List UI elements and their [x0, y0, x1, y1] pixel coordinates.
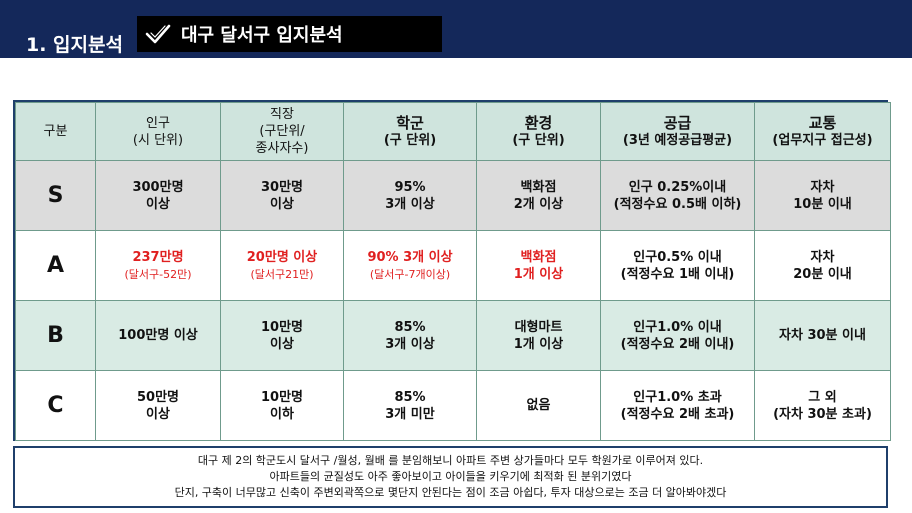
note-line: 아파트들의 균질성도 아주 좋아보이고 아이들을 키우기에 최적화 된 분위기였… [269, 470, 632, 483]
col-header-supply: 공급 (3년 예정공급평균) [600, 102, 755, 161]
table-cell: 50만명 이상 [95, 370, 221, 441]
badge-title: 대구 달서구 입지분석 [181, 25, 343, 46]
table-cell: 그 외 (자차 30분 초과) [754, 370, 891, 441]
grade-label: A [15, 230, 96, 301]
table-cell: 백화점 2개 이상 [476, 160, 601, 231]
table-cell: 100만명 이상 [95, 300, 221, 371]
section-title: 1. 입지분석 [26, 34, 123, 56]
table-row-s: S 300만명 이상 30만명 이상 95% 3개 이상 백화점 2개 이상 인구 0.… [15, 160, 891, 231]
table-cell: 대형마트 1개 이상 [476, 300, 601, 371]
col-header-school: 학군 (구 단위) [343, 102, 477, 161]
table-cell: 인구 0.25%이내 (적정수요 0.5배 이하) [600, 160, 755, 231]
table-cell-highlight: 90% 3개 이상 (달서구-7개이상) [343, 230, 477, 301]
table-cell: 85% 3개 미만 [343, 370, 477, 441]
title-badge: 대구 달서구 입지분석 [137, 16, 442, 52]
table-cell: 인구1.0% 이내 (적정수요 2배 이내) [600, 300, 755, 371]
table-row-b: B 100만명 이상 10만명 이상 85% 3개 이상 대형마트 1개 이상 인구1… [15, 300, 891, 371]
col-header-grade: 구분 [15, 102, 96, 161]
table-cell-highlight: 237만명 (달서구-52만) [95, 230, 221, 301]
grade-label: B [15, 300, 96, 371]
table-cell: 자차 30분 이내 [754, 300, 891, 371]
table-cell-highlight: 백화점 1개 이상 [476, 230, 601, 301]
note-line: 대구 제 2의 학군도시 달서구 /월성, 월배 를 분임해보니 아파트 주변 … [197, 454, 704, 467]
table-cell: 없음 [476, 370, 601, 441]
table-cell: 자차 20분 이내 [754, 230, 891, 301]
grade-label: S [15, 160, 96, 231]
table-cell: 자차 10분 이내 [754, 160, 891, 231]
table-cell: 인구0.5% 이내 (적정수요 1배 이내) [600, 230, 755, 301]
summary-note: 대구 제 2의 학군도시 달서구 /월성, 월배 를 분임해보니 아파트 주변 … [13, 446, 888, 508]
table-cell: 10만명 이하 [220, 370, 344, 441]
checkmark-icon [145, 24, 171, 44]
col-header-population: 인구 (시 단위) [95, 102, 221, 161]
table-row-c: C 50만명 이상 10만명 이하 85% 3개 미만 없음 인구1.0% 초과 (적정… [15, 370, 891, 441]
note-line: 단지, 구축이 너무많고 신축이 주변외곽쪽으로 몇단지 안된다는 점이 조금 … [174, 486, 727, 499]
grade-label: C [15, 370, 96, 441]
table-cell: 인구1.0% 초과 (적정수요 2배 초과) [600, 370, 755, 441]
table-cell: 10만명 이상 [220, 300, 344, 371]
table-cell: 30만명 이상 [220, 160, 344, 231]
table-row-a: A 237만명 (달서구-52만) 20만명 이상 (달서구21만) 90% 3개 … [15, 230, 891, 301]
table-cell: 95% 3개 이상 [343, 160, 477, 231]
table-cell: 300만명 이상 [95, 160, 221, 231]
table-cell-highlight: 20만명 이상 (달서구21만) [220, 230, 344, 301]
col-header-jobs: 직장 (구단위/종사자수) [220, 102, 344, 161]
location-analysis-table: 구분 인구 (시 단위) 직장 (구단위/종사자수) 학군 (구 단위) 환경 (구 단… [13, 100, 891, 441]
table-cell: 85% 3개 이상 [343, 300, 477, 371]
col-header-transport: 교통 (업무지구 접근성) [754, 102, 891, 161]
col-header-environment: 환경 (구 단위) [476, 102, 601, 161]
table-header-row: 구분 인구 (시 단위) 직장 (구단위/종사자수) 학군 (구 단위) 환경 (구 단… [15, 102, 891, 161]
